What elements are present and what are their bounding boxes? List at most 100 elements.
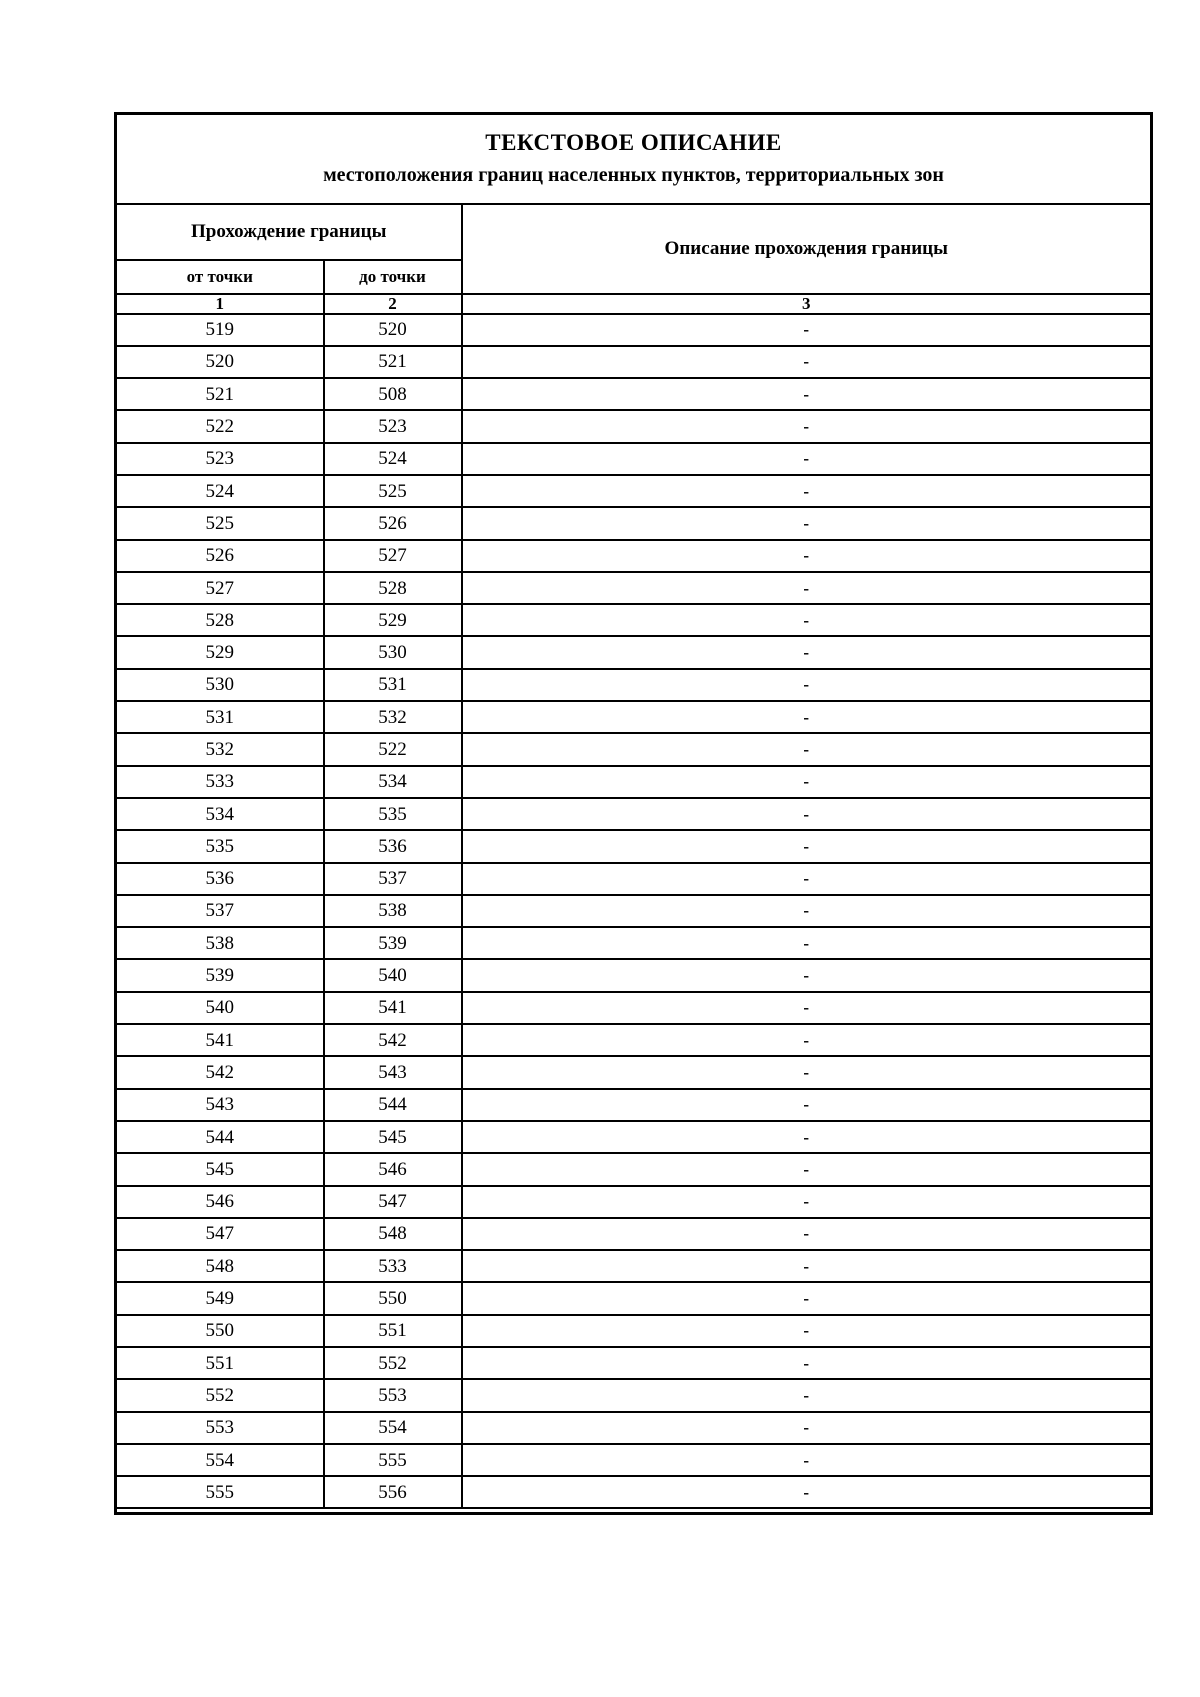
to-point-cell: 528 — [322, 570, 463, 606]
from-point-cell: 527 — [114, 570, 325, 606]
table-row: 520 521 - — [114, 344, 1153, 380]
to-point-cell: 539 — [322, 926, 463, 961]
to-point-cell: 545 — [322, 1119, 463, 1155]
to-point-cell: 529 — [322, 603, 463, 638]
table-row: 538 539 - — [114, 926, 1153, 961]
from-point-cell: 546 — [114, 1184, 325, 1219]
table-row: 555 556 - — [114, 1475, 1153, 1510]
to-point-cell: 534 — [322, 764, 463, 799]
from-point-cell: 548 — [114, 1249, 325, 1284]
to-point-cell: 522 — [322, 732, 463, 767]
from-point-cell: 529 — [114, 635, 325, 670]
table-row: 522 523 - — [114, 409, 1153, 444]
column-number-1: 1 — [114, 292, 325, 315]
to-point-header: до точки — [322, 258, 463, 295]
table-row: 529 530 - — [114, 635, 1153, 670]
header-sub-row: от точки до точки — [114, 258, 1152, 295]
description-cell: - — [460, 377, 1153, 412]
table-row: 550 551 - — [114, 1313, 1153, 1349]
to-point-cell: 525 — [322, 473, 463, 509]
to-point-cell: 537 — [322, 861, 463, 896]
from-point-cell: 555 — [114, 1475, 325, 1510]
description-cell: - — [460, 603, 1153, 638]
table-row: 539 540 - — [114, 958, 1153, 993]
to-point-cell: 550 — [322, 1281, 463, 1316]
to-point-cell: 542 — [322, 1023, 463, 1058]
from-point-cell: 534 — [114, 796, 325, 832]
description-cell: - — [460, 1313, 1153, 1349]
to-point-cell: 554 — [322, 1410, 463, 1445]
from-point-cell: 523 — [114, 441, 325, 476]
table-row: 524 525 - — [114, 473, 1153, 509]
table-footer — [114, 1507, 1153, 1515]
to-point-cell: 531 — [322, 667, 463, 703]
table-row: 544 545 - — [114, 1119, 1153, 1155]
table-row: 521 508 - — [114, 377, 1153, 412]
table-row: 548 533 - — [114, 1249, 1153, 1284]
title-line-2: местоположения границ населенных пунктов… — [323, 164, 944, 187]
table-row: 554 555 - — [114, 1442, 1153, 1478]
to-point-cell: 526 — [322, 506, 463, 541]
from-point-cell: 554 — [114, 1442, 325, 1478]
table-row: 535 536 - — [114, 829, 1153, 864]
description-cell: - — [460, 312, 1153, 347]
from-point-cell: 530 — [114, 667, 325, 703]
boundary-passage-group-header: Прохождение границы — [114, 202, 463, 261]
description-cell: - — [460, 990, 1153, 1026]
table-row: 523 524 - — [114, 441, 1153, 476]
boundary-description-table: ТЕКСТОВОЕ ОПИСАНИЕ местоположения границ… — [114, 112, 1153, 1515]
title-row: ТЕКСТОВОЕ ОПИСАНИЕ местоположения границ… — [114, 112, 1153, 205]
to-point-cell: 530 — [322, 635, 463, 670]
document-title: ТЕКСТОВОЕ ОПИСАНИЕ местоположения границ… — [114, 112, 1153, 205]
description-cell: - — [460, 926, 1153, 961]
from-point-cell: 531 — [114, 700, 325, 735]
to-point-cell: 556 — [322, 1475, 463, 1510]
table-row: 541 542 - — [114, 1023, 1153, 1058]
to-point-cell: 551 — [322, 1313, 463, 1349]
description-cell: - — [460, 861, 1153, 896]
description-cell: - — [460, 409, 1153, 444]
to-point-cell: 527 — [322, 538, 463, 573]
description-cell: - — [460, 1119, 1153, 1155]
from-point-cell: 544 — [114, 1119, 325, 1155]
description-cell: - — [460, 1378, 1153, 1413]
table-row: 534 535 - — [114, 796, 1153, 832]
to-point-cell: 540 — [322, 958, 463, 993]
table-row: 536 537 - — [114, 861, 1153, 896]
table-row: 542 543 - — [114, 1055, 1153, 1090]
bottom-border-sliver — [114, 1507, 1153, 1515]
from-point-cell: 536 — [114, 861, 325, 896]
table-body: 519 520 - 520 521 - 521 508 - 522 523 - … — [114, 312, 1153, 1510]
table-row: 549 550 - — [114, 1281, 1153, 1316]
to-point-cell: 533 — [322, 1249, 463, 1284]
description-cell: - — [460, 829, 1153, 864]
description-cell: - — [460, 1087, 1153, 1122]
description-cell: - — [460, 344, 1153, 380]
header-group-row: Прохождение границы Описание прохождения… — [114, 202, 1153, 295]
table-row: 551 552 - — [114, 1345, 1153, 1381]
table-row: 530 531 - — [114, 667, 1153, 703]
column-number-3: 3 — [460, 292, 1153, 315]
table-row: 546 547 - — [114, 1184, 1153, 1219]
description-cell: - — [460, 958, 1153, 993]
from-point-cell: 522 — [114, 409, 325, 444]
from-point-cell: 533 — [114, 764, 325, 799]
to-point-cell: 520 — [322, 312, 463, 347]
table-header: ТЕКСТОВОЕ ОПИСАНИЕ местоположения границ… — [114, 112, 1153, 315]
description-cell: - — [460, 667, 1153, 703]
from-point-cell: 549 — [114, 1281, 325, 1316]
table-row: 525 526 - — [114, 506, 1153, 541]
from-point-cell: 541 — [114, 1023, 325, 1058]
to-point-cell: 544 — [322, 1087, 463, 1122]
from-point-cell: 528 — [114, 603, 325, 638]
from-point-cell: 532 — [114, 732, 325, 767]
table-row: 553 554 - — [114, 1410, 1153, 1445]
to-point-cell: 508 — [322, 377, 463, 412]
to-point-cell: 548 — [322, 1216, 463, 1252]
table-row: 532 522 - — [114, 732, 1153, 767]
description-cell: - — [460, 1281, 1153, 1316]
description-column-header: Описание прохождения границы — [460, 202, 1153, 295]
description-cell: - — [460, 1475, 1153, 1510]
table-row: 552 553 - — [114, 1378, 1153, 1413]
description-cell: - — [460, 1249, 1153, 1284]
